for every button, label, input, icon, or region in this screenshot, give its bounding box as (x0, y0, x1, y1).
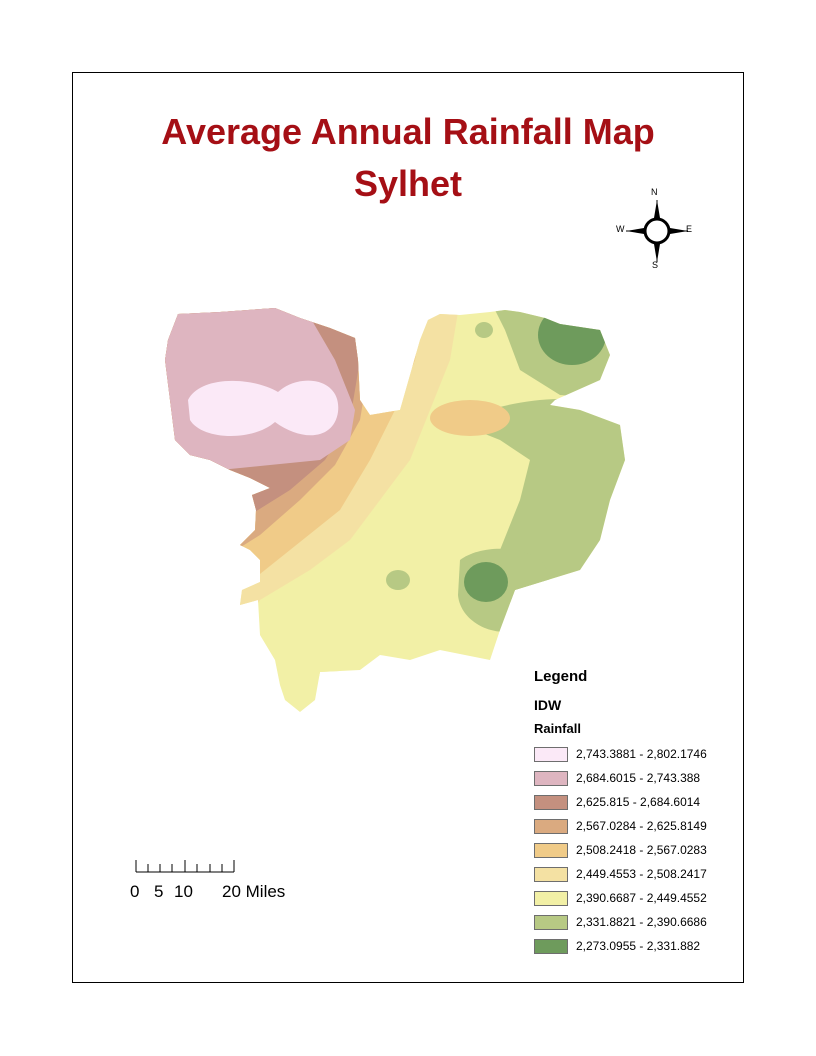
legend-swatch (534, 818, 568, 834)
scale-label: 0 (130, 882, 140, 901)
map-subtitle: Sylhet (353, 163, 463, 204)
compass-east-label: E (686, 224, 693, 234)
legend-swatch (534, 866, 568, 882)
scale-label: 5 (154, 882, 164, 901)
legend: Legend IDW Rainfall 2,743.3881 - 2,802.1… (534, 668, 734, 958)
scale-bar-ruler (135, 860, 235, 873)
legend-layer-name: IDW (534, 697, 562, 713)
legend-label: 2,625.815 - 2,684.6014 (576, 795, 701, 809)
legend-swatch (534, 842, 568, 858)
legend-item: 2,625.815 - 2,684.6014 (534, 790, 734, 814)
compass-west-label: W (616, 224, 625, 234)
scale-label: 20 Miles (222, 882, 286, 901)
compass-south-label: S (652, 260, 659, 270)
legend-label: 2,743.3881 - 2,802.1746 (576, 747, 707, 761)
legend-item: 2,508.2418 - 2,567.0283 (534, 838, 734, 862)
legend-field-name: Rainfall (534, 721, 581, 736)
legend-label: 2,273.0955 - 2,331.882 (576, 939, 701, 953)
legend-label: 2,331.8821 - 2,390.6686 (576, 915, 707, 929)
legend-swatch (534, 746, 568, 762)
legend-item: 2,331.8821 - 2,390.6686 (534, 910, 734, 934)
legend-swatch (534, 890, 568, 906)
legend-item: 2,449.4553 - 2,508.2417 (534, 862, 734, 886)
legend-item: 2,273.0955 - 2,331.882 (534, 934, 734, 958)
legend-item: 2,390.6687 - 2,449.4552 (534, 886, 734, 910)
legend-item: 2,743.3881 - 2,802.1746 (534, 742, 734, 766)
legend-label: 2,508.2418 - 2,567.0283 (576, 843, 707, 857)
scale-label: 10 (174, 882, 193, 901)
map-frame (72, 72, 744, 983)
legend-label: 2,390.6687 - 2,449.4552 (576, 891, 707, 905)
rainfall-map (165, 308, 625, 712)
north-arrow: N S E W (612, 186, 702, 276)
legend-label: 2,567.0284 - 2,625.8149 (576, 819, 707, 833)
legend-label: 2,449.4553 - 2,508.2417 (576, 867, 707, 881)
legend-swatch (534, 914, 568, 930)
legend-title: Legend (534, 668, 588, 685)
legend-item: 2,684.6015 - 2,743.388 (534, 766, 734, 790)
compass-rose-icon (626, 200, 688, 262)
legend-swatch (534, 938, 568, 954)
map-title: Average Annual Rainfall Map (161, 111, 655, 152)
scale-bar: 0 5 10 20 Miles (130, 856, 312, 908)
compass-north-label: N (651, 187, 658, 197)
legend-item: 2,567.0284 - 2,625.8149 (534, 814, 734, 838)
legend-swatch (534, 794, 568, 810)
legend-swatch (534, 770, 568, 786)
legend-label: 2,684.6015 - 2,743.388 (576, 771, 701, 785)
